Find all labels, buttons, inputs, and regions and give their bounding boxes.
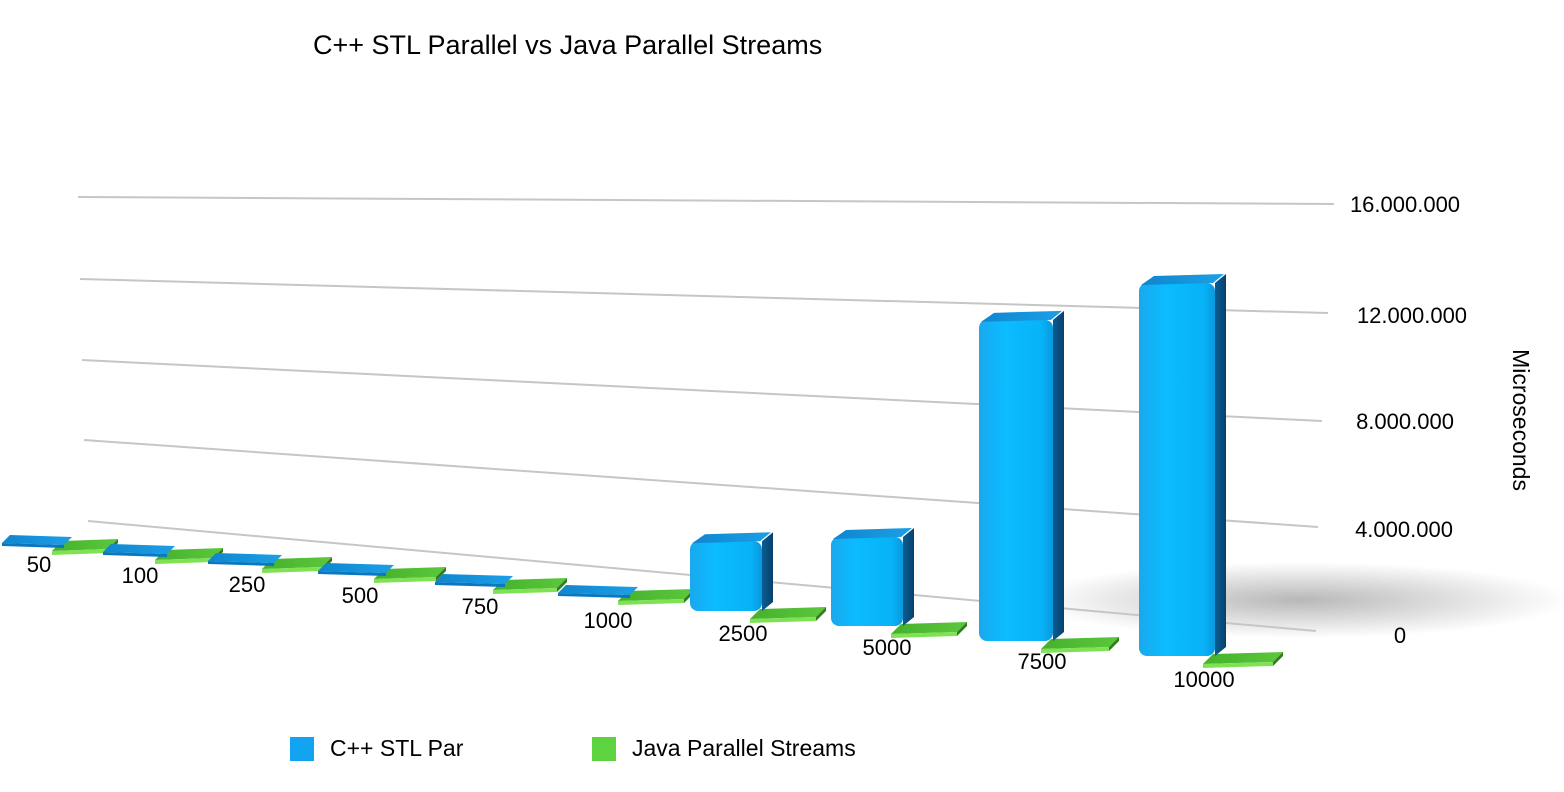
y-tick-label: 8.000.000	[1356, 409, 1454, 434]
java-bar-side	[957, 622, 967, 636]
cpp-bar	[435, 574, 513, 584]
x-tick-label: 7500	[1018, 649, 1067, 674]
java-bar-top	[374, 567, 446, 579]
y-tick-label: 0	[1394, 623, 1406, 648]
x-tick-label: 250	[229, 572, 266, 597]
cpp-bar	[1139, 283, 1215, 656]
cpp-bar	[103, 544, 175, 554]
java-bar-top	[750, 607, 826, 619]
cpp-bar-top	[692, 532, 771, 544]
cpp-bar-front	[558, 593, 630, 598]
y-tick-label: 4.000.000	[1355, 517, 1453, 542]
cpp-bar	[318, 563, 394, 573]
java-bar	[1203, 662, 1273, 668]
legend-label-cpp: C++ STL Par	[330, 735, 464, 761]
java-bar	[374, 577, 436, 583]
x-tick-label: 750	[462, 594, 499, 619]
legend-swatch-java	[592, 736, 616, 761]
java-bar-top	[155, 548, 223, 560]
cpp-bar-front	[103, 552, 167, 557]
x-tick-label: 10000	[1173, 667, 1234, 692]
cpp-bar-front	[318, 571, 386, 576]
java-bar	[1041, 647, 1109, 653]
y-tick-label: 16.000.000	[1350, 192, 1460, 217]
gridline	[77, 196, 1335, 205]
legend-item-java[interactable]: Java Parallel Streams	[592, 735, 856, 762]
java-bar	[618, 599, 684, 605]
x-tick-label: 50	[27, 552, 51, 577]
chart-shadow	[1030, 562, 1564, 638]
java-bar-top	[262, 557, 332, 569]
cpp-bar-side	[903, 527, 914, 626]
cpp-bar	[690, 541, 762, 611]
java-bar	[155, 558, 213, 564]
cpp-bar-front	[208, 561, 274, 566]
java-bar-top	[891, 622, 967, 634]
java-bar-side	[1109, 637, 1119, 651]
java-bar-top	[618, 589, 694, 601]
java-bar	[493, 588, 557, 594]
cpp-bar	[208, 553, 282, 563]
java-bar	[262, 567, 322, 573]
x-tick-label: 5000	[863, 635, 912, 660]
cpp-bar	[979, 319, 1053, 641]
cpp-bar-side	[1215, 274, 1226, 656]
java-bar	[52, 549, 108, 555]
x-tick-label: 2500	[719, 621, 768, 646]
cpp-bar	[2, 535, 72, 545]
gridline	[81, 359, 1323, 422]
y-tick-label: 12.000.000	[1357, 303, 1467, 328]
legend-item-cpp[interactable]: C++ STL Par	[290, 735, 463, 762]
x-tick-label: 500	[342, 583, 379, 608]
cpp-bar-top	[981, 310, 1062, 322]
cpp-bar	[558, 585, 638, 595]
java-bar-side	[816, 607, 826, 621]
gridline	[79, 278, 1329, 314]
x-tick-label: 100	[122, 563, 159, 588]
cpp-bar-front	[2, 543, 64, 548]
cpp-bar-top	[1141, 274, 1224, 286]
cpp-bar-side	[1053, 310, 1064, 641]
cpp-bar-front	[435, 582, 505, 587]
x-tick-label: 1000	[584, 608, 633, 633]
y-axis-title: Microseconds	[1508, 349, 1534, 491]
cpp-bar-side	[762, 532, 773, 611]
java-bar-side	[436, 567, 446, 581]
legend-label-java: Java Parallel Streams	[632, 735, 856, 761]
java-bar	[891, 632, 957, 638]
legend-swatch-cpp	[290, 736, 314, 761]
java-bar-side	[1273, 652, 1283, 666]
gridline	[83, 439, 1319, 528]
java-bar-top	[1041, 637, 1119, 649]
chart-title: C++ STL Parallel vs Java Parallel Stream…	[313, 30, 823, 60]
java-bar-side	[557, 578, 567, 592]
java-bar-top	[1203, 652, 1283, 664]
java-bar	[750, 617, 816, 623]
cpp-bar-top	[833, 527, 912, 539]
cpp-bar	[831, 536, 903, 626]
java-bar-top	[493, 578, 567, 590]
java-bar-top	[52, 539, 118, 551]
